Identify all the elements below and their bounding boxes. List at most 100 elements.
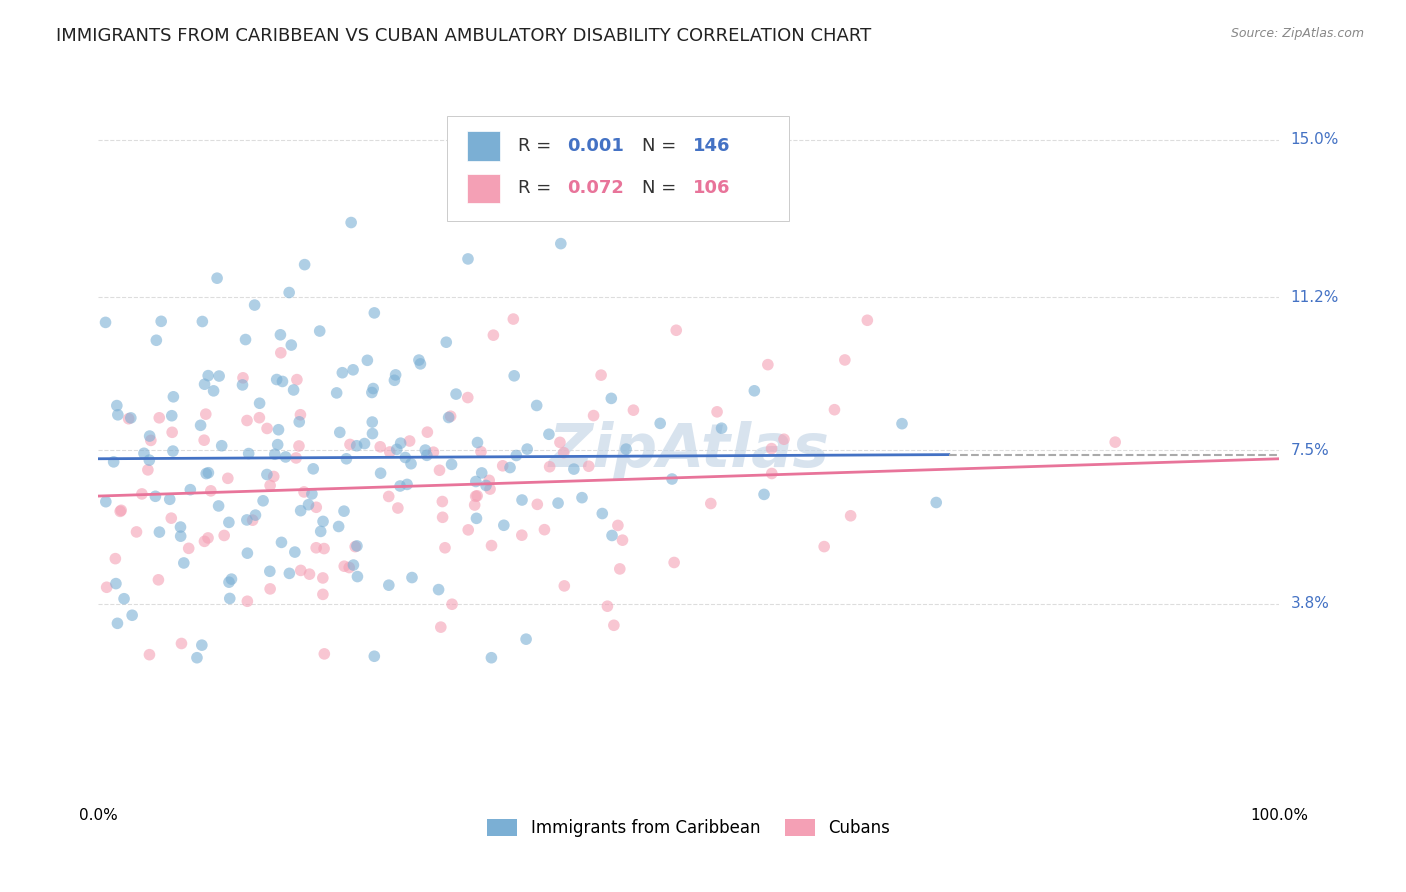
Point xyxy=(547,496,569,510)
Point xyxy=(107,616,129,631)
Point xyxy=(195,467,218,481)
Point xyxy=(212,528,235,542)
Point xyxy=(434,335,457,350)
Point xyxy=(298,567,321,582)
Point xyxy=(744,384,766,398)
Point xyxy=(110,503,132,517)
Point xyxy=(333,504,356,518)
Point xyxy=(839,508,862,523)
Point xyxy=(245,508,267,522)
Point xyxy=(813,540,835,554)
Point xyxy=(891,417,914,431)
Point xyxy=(205,271,228,285)
Point xyxy=(159,492,181,507)
Point xyxy=(312,515,335,529)
Point xyxy=(384,368,406,382)
Point xyxy=(278,566,301,581)
Point xyxy=(112,591,135,606)
Point xyxy=(465,511,488,525)
Point xyxy=(202,384,225,398)
Point xyxy=(346,569,368,583)
Point xyxy=(475,478,498,492)
Point xyxy=(416,425,439,439)
Point xyxy=(267,423,290,437)
Text: IMMIGRANTS FROM CARIBBEAN VS CUBAN AMBULATORY DISABILITY CORRELATION CHART: IMMIGRANTS FROM CARIBBEAN VS CUBAN AMBUL… xyxy=(56,27,872,45)
Point xyxy=(394,450,416,465)
Point xyxy=(363,649,385,664)
Point xyxy=(335,451,357,466)
Point xyxy=(288,439,311,453)
Point xyxy=(665,323,688,337)
Point xyxy=(361,426,384,441)
Point xyxy=(211,439,233,453)
Point xyxy=(387,501,409,516)
FancyBboxPatch shape xyxy=(447,116,789,221)
Point xyxy=(440,458,463,472)
Point xyxy=(361,415,384,429)
Point xyxy=(266,372,288,386)
Point xyxy=(259,582,281,596)
Point xyxy=(368,440,391,454)
Point xyxy=(231,378,253,392)
Point xyxy=(330,366,353,380)
Point xyxy=(457,523,479,537)
Point xyxy=(132,446,155,460)
Point xyxy=(194,407,217,421)
Point xyxy=(337,560,360,574)
Point xyxy=(236,413,259,427)
Point xyxy=(384,373,406,387)
Point xyxy=(761,442,783,456)
Point xyxy=(208,369,231,384)
Point xyxy=(294,258,316,272)
Point xyxy=(340,215,363,229)
Point xyxy=(661,472,683,486)
Point xyxy=(131,487,153,501)
Point xyxy=(104,551,127,566)
Point xyxy=(256,467,278,482)
Text: 0.072: 0.072 xyxy=(567,179,624,197)
Point xyxy=(378,445,401,459)
Point xyxy=(422,445,444,459)
Point xyxy=(191,638,214,652)
Point xyxy=(200,483,222,498)
Point xyxy=(856,313,879,327)
Point xyxy=(606,518,628,533)
Point xyxy=(120,410,142,425)
Point xyxy=(510,528,533,542)
Text: 146: 146 xyxy=(693,137,730,155)
Point xyxy=(773,432,796,446)
Point xyxy=(312,587,335,601)
Point xyxy=(467,435,489,450)
Point xyxy=(139,434,162,448)
Point xyxy=(471,466,494,480)
Point xyxy=(339,437,361,451)
Text: Source: ZipAtlas.com: Source: ZipAtlas.com xyxy=(1230,27,1364,40)
Point xyxy=(145,489,167,503)
Point xyxy=(503,368,526,383)
Point xyxy=(609,562,631,576)
Point xyxy=(221,572,243,586)
Point xyxy=(325,385,347,400)
Point xyxy=(177,541,200,556)
Point xyxy=(478,474,501,488)
Point xyxy=(346,539,368,553)
Point xyxy=(162,390,184,404)
Point xyxy=(600,392,623,406)
Text: N =: N = xyxy=(641,179,682,197)
Point xyxy=(662,556,685,570)
Point xyxy=(441,597,464,611)
Point xyxy=(247,410,270,425)
Point xyxy=(333,559,356,574)
Point xyxy=(502,312,524,326)
Point xyxy=(328,519,350,533)
Point xyxy=(96,580,118,594)
Point xyxy=(533,523,555,537)
Point xyxy=(550,236,572,251)
Text: 11.2%: 11.2% xyxy=(1291,290,1339,304)
Text: 15.0%: 15.0% xyxy=(1291,132,1339,147)
Point xyxy=(218,516,240,530)
Point xyxy=(389,436,412,450)
Point xyxy=(170,636,193,650)
Point xyxy=(700,496,723,510)
Point xyxy=(834,353,856,368)
